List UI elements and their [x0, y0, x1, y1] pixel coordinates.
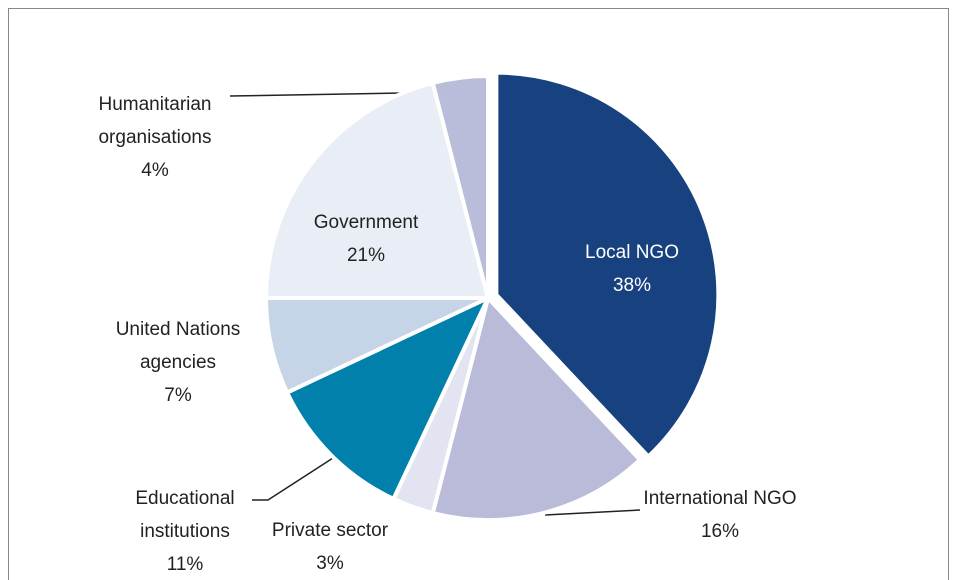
pie-slice	[264, 80, 490, 300]
slice-label: Local NGO	[585, 242, 679, 263]
slice-label: Government	[313, 212, 419, 233]
pie-slice	[430, 74, 490, 300]
frame	[8, 8, 949, 580]
slice-label: Humanitarian organisations	[98, 94, 212, 148]
value-label: 21%	[346, 245, 386, 266]
value-label: 16%	[700, 521, 740, 542]
pie-slice	[430, 296, 642, 522]
slice-label: International NGO	[643, 488, 797, 509]
value-label: 3%	[316, 553, 344, 574]
slice-label: United Nations agencies	[115, 319, 241, 373]
value-label: 7%	[164, 385, 192, 406]
value-label: 11%	[166, 554, 204, 575]
slice-label: Private sector	[271, 520, 389, 541]
slice-label: Educational institutions	[135, 488, 235, 542]
pie-slice	[494, 70, 721, 459]
leader-line	[252, 457, 334, 501]
leader-line	[544, 509, 641, 516]
value-label: 4%	[141, 160, 169, 181]
pie-slice	[285, 296, 490, 501]
value-label: 38%	[612, 275, 652, 296]
